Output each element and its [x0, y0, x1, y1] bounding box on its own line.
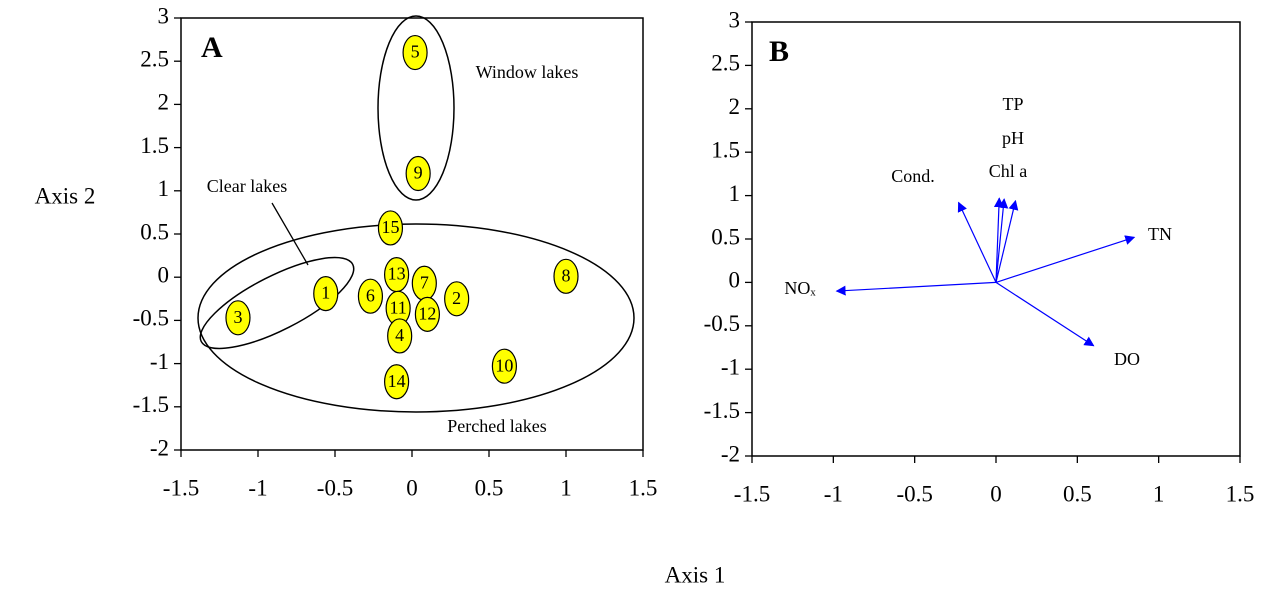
- point-label: 13: [388, 264, 406, 284]
- vector: [995, 281, 1095, 347]
- y-tick-label: 2.5: [711, 51, 740, 76]
- vector-label: DO: [1114, 349, 1140, 369]
- x-tick-label: 0.5: [475, 475, 504, 500]
- x-tick-label: -1: [248, 475, 267, 500]
- y-tick-label: -1: [721, 354, 740, 379]
- vector-label: Chl a: [989, 161, 1028, 181]
- vector: [957, 201, 997, 283]
- y-tick-label: 0.5: [711, 224, 740, 249]
- y-axis-label: Axis 2: [35, 183, 96, 208]
- group-ellipse: [377, 15, 455, 201]
- y-tick-label: -2: [721, 441, 740, 466]
- vector: [835, 281, 997, 296]
- annotation: Clear lakes: [207, 176, 287, 196]
- point-label: 3: [233, 307, 242, 327]
- point-label: 12: [418, 303, 436, 323]
- x-tick-label: 1.5: [629, 475, 658, 500]
- y-tick-label: 0: [158, 262, 170, 287]
- x-tick-label: -0.5: [896, 481, 932, 506]
- point-label: 10: [495, 355, 513, 375]
- y-tick-label: 2.5: [140, 46, 169, 71]
- vector: [995, 235, 1136, 283]
- point-label: 6: [366, 285, 375, 305]
- frame-a: [180, 17, 644, 451]
- panel-label: A: [201, 31, 223, 64]
- point-label: 2: [452, 288, 461, 308]
- y-tick-label: -0.5: [133, 306, 169, 331]
- y-tick-label: 2: [729, 94, 741, 119]
- annotation: Perched lakes: [447, 416, 546, 436]
- y-tick-label: -1: [150, 349, 169, 374]
- y-tick-label: 1: [158, 176, 170, 201]
- point: [414, 296, 440, 332]
- point-label: 9: [414, 163, 423, 183]
- point: [387, 318, 413, 354]
- point: [402, 34, 428, 71]
- group-ellipse: [199, 256, 355, 350]
- y-tick-label: -2: [150, 435, 169, 460]
- vector-label: NOₓ: [784, 278, 816, 298]
- point: [377, 210, 404, 246]
- vector: [995, 198, 1009, 283]
- y-tick-label: 3: [158, 3, 170, 28]
- point: [313, 276, 339, 312]
- point-label: 1: [321, 283, 330, 303]
- x-axis-label: Axis 1: [665, 562, 726, 587]
- x-tick-label: 0: [406, 475, 418, 500]
- vector-label: pH: [1002, 128, 1024, 148]
- vector-label: TP: [1002, 94, 1023, 114]
- point: [405, 155, 431, 192]
- x-tick-label: 1.5: [1226, 481, 1255, 506]
- y-tick-label: 3: [729, 7, 741, 32]
- vector-label: TN: [1148, 224, 1172, 244]
- group-ellipse: [197, 223, 635, 413]
- point: [444, 281, 470, 317]
- y-tick-label: 1.5: [711, 137, 740, 162]
- point-label: 7: [420, 272, 429, 292]
- x-tick-label: -1: [824, 481, 843, 506]
- panel-label: B: [769, 35, 789, 68]
- point-label: 11: [389, 297, 406, 317]
- vector-label: Cond.: [891, 166, 935, 186]
- leader-line: [271, 202, 309, 266]
- y-tick-label: 2: [158, 90, 170, 115]
- x-tick-label: -1.5: [734, 481, 770, 506]
- x-tick-label: 1: [560, 475, 572, 500]
- point: [553, 258, 579, 294]
- y-tick-label: 0: [729, 268, 741, 293]
- point-label: 15: [381, 217, 399, 237]
- point-label: 8: [562, 265, 571, 285]
- y-tick-label: -0.5: [704, 311, 740, 336]
- point: [225, 300, 251, 336]
- y-tick-label: -1.5: [704, 398, 740, 423]
- y-tick-label: 0.5: [140, 219, 169, 244]
- point-label: 4: [395, 325, 404, 345]
- x-tick-label: 0: [990, 481, 1002, 506]
- y-tick-label: 1: [729, 181, 741, 206]
- point: [357, 278, 384, 314]
- x-tick-label: -0.5: [317, 475, 353, 500]
- y-tick-label: -1.5: [133, 392, 169, 417]
- vector: [993, 197, 1004, 283]
- x-tick-label: 0.5: [1063, 481, 1092, 506]
- vector: [995, 199, 1019, 283]
- point: [384, 364, 410, 400]
- point-label: 5: [411, 42, 420, 62]
- annotation: Window lakes: [476, 62, 579, 82]
- point: [491, 348, 517, 384]
- point-label: 14: [388, 371, 406, 391]
- y-tick-label: 1.5: [140, 133, 169, 158]
- x-tick-label: 1: [1153, 481, 1165, 506]
- x-tick-label: -1.5: [163, 475, 199, 500]
